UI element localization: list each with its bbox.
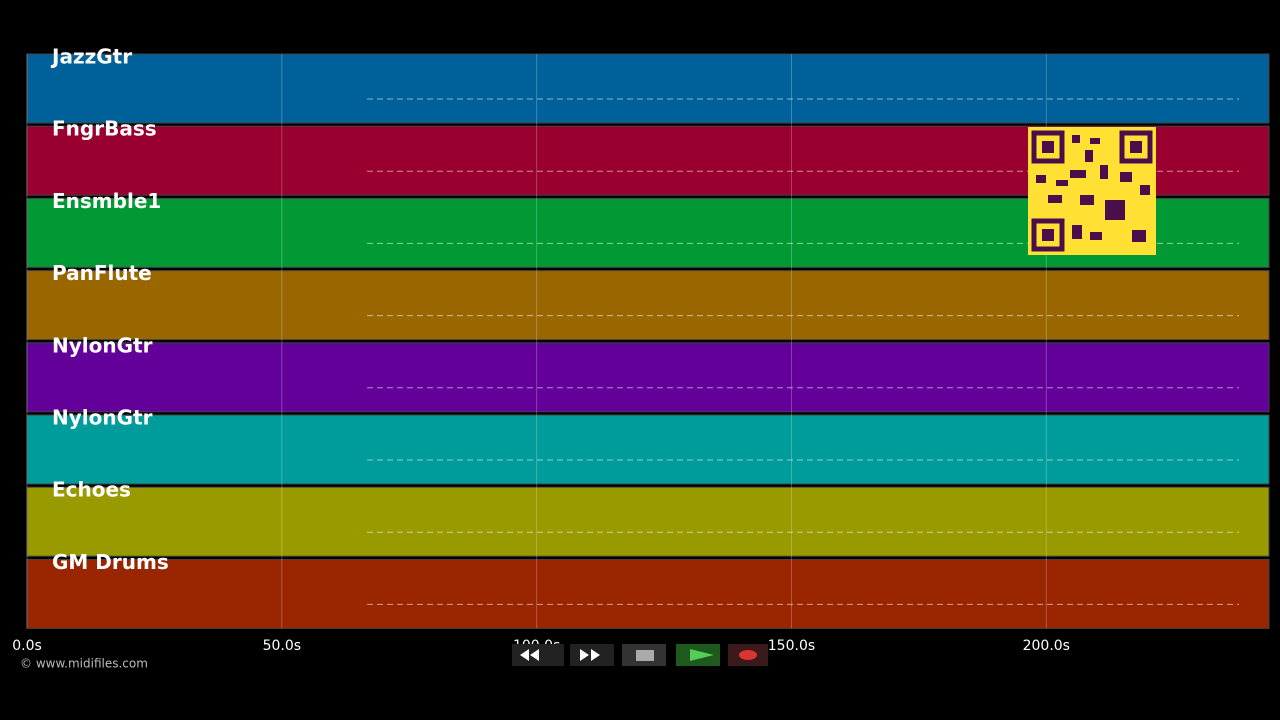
play-button[interactable] [676, 644, 720, 666]
grid [26, 54, 1047, 629]
track-lane [26, 414, 1270, 485]
qr-code [1028, 127, 1156, 255]
tracks [26, 53, 1270, 629]
track-name: FngrBass [52, 117, 157, 141]
time-tick-label: 50.0s [263, 638, 301, 654]
time-tick-label: 150.0s [768, 638, 815, 654]
rewind-button[interactable] [512, 644, 564, 666]
track-name: PanFlute [52, 261, 152, 285]
time-tick-label: 0.0s [12, 638, 42, 654]
record-button[interactable] [728, 644, 768, 666]
fast-forward-button[interactable] [570, 644, 614, 666]
track-lane [26, 486, 1270, 557]
track-lane [26, 270, 1270, 341]
track-lane [26, 558, 1270, 629]
track-labels: JazzGtr FngrBass Ensmble1 PanFlute NylonGtr N… [50, 45, 169, 574]
track-name: Echoes [52, 478, 131, 502]
track-name: GM Drums [52, 550, 169, 574]
track-name: JazzGtr [50, 45, 132, 69]
track-name: Ensmble1 [52, 189, 161, 213]
track-name: NylonGtr [52, 333, 153, 357]
track-lane [26, 53, 1270, 124]
credit: © www.midifiles.com [20, 657, 148, 671]
time-tick-label: 200.0s [1023, 638, 1070, 654]
stop-button[interactable] [622, 644, 666, 666]
transport-controls [512, 644, 768, 666]
track-lane [26, 342, 1270, 413]
track-name: NylonGtr [52, 406, 153, 430]
